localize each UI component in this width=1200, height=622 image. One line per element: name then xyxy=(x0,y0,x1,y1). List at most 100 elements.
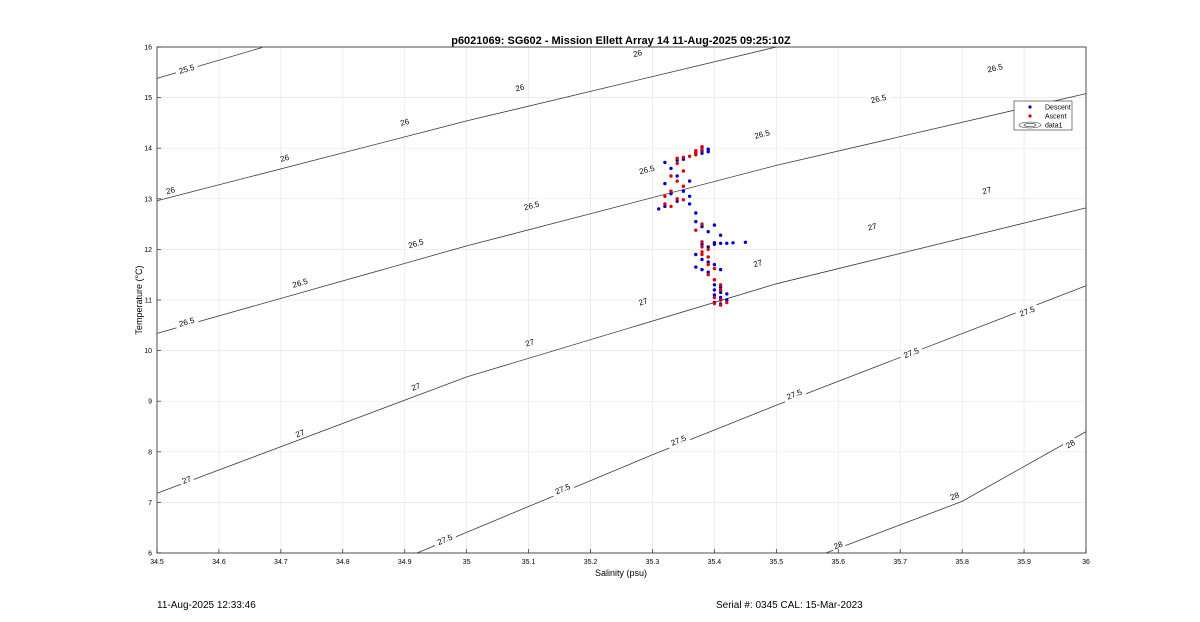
data-point-ascent xyxy=(700,250,704,254)
contour-label: 27 xyxy=(638,296,650,307)
contour-label: 26.5 xyxy=(178,316,196,329)
density-contour-line xyxy=(825,431,1087,554)
x-tick-label: 35.4 xyxy=(708,559,722,566)
density-contour-line xyxy=(416,285,1087,554)
y-tick-label: 9 xyxy=(148,399,152,406)
contour-label-background xyxy=(178,473,195,487)
data-point-ascent xyxy=(663,202,667,206)
y-tick-label: 11 xyxy=(145,298,152,305)
data-point-descent xyxy=(694,219,698,224)
data-point-descent xyxy=(663,204,667,209)
data-point-ascent xyxy=(706,262,710,267)
contour-label: 26.5 xyxy=(407,237,425,250)
contour-label-group: 26 xyxy=(397,115,413,128)
data-point-ascent xyxy=(712,266,717,271)
y-tick-label: 13 xyxy=(144,196,152,203)
contour-label: 26 xyxy=(632,48,643,59)
data-point-descent xyxy=(706,150,710,154)
contour-label: 27 xyxy=(867,222,878,233)
contour-label: 27 xyxy=(181,474,193,486)
density-contour-line xyxy=(156,47,263,79)
contour-label-group: 27.5 xyxy=(782,385,807,403)
contour-label-background xyxy=(1014,302,1040,320)
data-point-descent xyxy=(718,241,723,245)
data-point-descent xyxy=(687,179,692,183)
data-point-ascent xyxy=(706,273,710,277)
y-tick-label: 10 xyxy=(144,348,152,355)
contour-label-background xyxy=(403,235,428,251)
contour-label: 26.5 xyxy=(870,93,888,105)
x-tick-label: 35.9 xyxy=(1017,559,1031,566)
x-tick-label: 34.7 xyxy=(274,559,288,566)
data-point-ascent xyxy=(700,148,704,152)
contour-label: 27 xyxy=(524,337,536,348)
contour-label-group: 28 xyxy=(830,538,846,552)
contour-label-background xyxy=(1062,436,1079,451)
contour-label: 27 xyxy=(752,258,764,269)
data-point-descent xyxy=(700,257,704,262)
x-tick-label: 35 xyxy=(463,559,471,566)
contour-label: 26.5 xyxy=(523,199,541,212)
contour-label-background xyxy=(397,115,413,128)
contour-label-group: 26.5 xyxy=(634,162,659,177)
data-point-descent xyxy=(675,174,679,178)
data-point-ascent xyxy=(694,228,698,232)
data-point-descent xyxy=(718,267,723,272)
x-tick-label: 35.8 xyxy=(955,559,969,566)
x-tick-label: 35.1 xyxy=(522,559,536,566)
contour-label-group: 27 xyxy=(750,256,766,270)
data-point-descent xyxy=(663,181,667,186)
contour-label: 26.5 xyxy=(638,164,656,177)
legend-label-data1: data1 xyxy=(1045,123,1063,130)
contour-label-group: 26.5 xyxy=(750,126,774,142)
contour-label-background xyxy=(982,60,1007,75)
y-tick-label: 6 xyxy=(148,551,152,558)
axis-ticks: 34.5 34.6 34.7 34.8 34.9 35 35.1 35.2 35.3 35.4 35… xyxy=(144,45,1090,567)
x-tick-label: 34.6 xyxy=(212,559,226,566)
data-point-ascent xyxy=(681,198,686,202)
data-point-descent xyxy=(687,202,692,206)
data-point-ascent xyxy=(669,174,673,178)
data-point-ascent xyxy=(663,194,667,198)
contour-label-group: 27.5 xyxy=(666,431,691,449)
contour-label-background xyxy=(287,275,312,291)
legend-contour-icon xyxy=(1018,121,1042,129)
data-point-descent xyxy=(725,292,729,296)
contour-label-group: 26.5 xyxy=(403,235,428,251)
y-tick-label: 15 xyxy=(144,95,152,102)
legend: Descent Ascent data1 xyxy=(1013,100,1073,131)
contour-label-group: 26.5 xyxy=(982,60,1007,75)
contour-label-group: 27 xyxy=(407,379,424,394)
data-point-descent xyxy=(718,295,723,300)
contour-label-background xyxy=(512,81,528,94)
contour-label-background xyxy=(946,489,963,503)
contour-label-background xyxy=(866,91,891,106)
y-tick-label: 8 xyxy=(148,449,152,456)
x-tick-label: 34.8 xyxy=(336,559,350,566)
data-point-descent xyxy=(657,207,661,211)
contour-label-background xyxy=(292,426,308,440)
contour-label: 27 xyxy=(982,185,993,196)
data-point-ascent xyxy=(694,153,698,157)
data-point-ascent xyxy=(675,179,679,183)
x-tick-label: 35.5 xyxy=(770,559,784,566)
contour-label: 26.5 xyxy=(986,62,1004,74)
chart-title: p6021069: SG602 - Mission Ellett Array 1… xyxy=(451,35,791,47)
x-tick-label: 35.6 xyxy=(831,559,845,566)
data-point-descent xyxy=(712,241,717,245)
data-point-ascent xyxy=(669,204,673,209)
contour-label-background xyxy=(634,162,659,177)
contour-label-background xyxy=(830,538,846,552)
footer-timestamp: 11-Aug-2025 12:33:46 xyxy=(157,600,256,611)
data-point-ascent xyxy=(712,301,717,306)
contour-label-group: 26 xyxy=(630,47,645,60)
data-point-descent xyxy=(694,252,698,257)
data-point-descent xyxy=(718,290,723,295)
contour-label-group: 27.5 xyxy=(1014,302,1040,320)
contour-label: 27 xyxy=(294,428,306,440)
contour-label-group: 26 xyxy=(512,81,528,94)
contour-label-background xyxy=(635,295,651,308)
data-point-descent xyxy=(712,262,717,267)
data-point-descent xyxy=(681,189,686,193)
contour-label: 26 xyxy=(279,153,290,164)
